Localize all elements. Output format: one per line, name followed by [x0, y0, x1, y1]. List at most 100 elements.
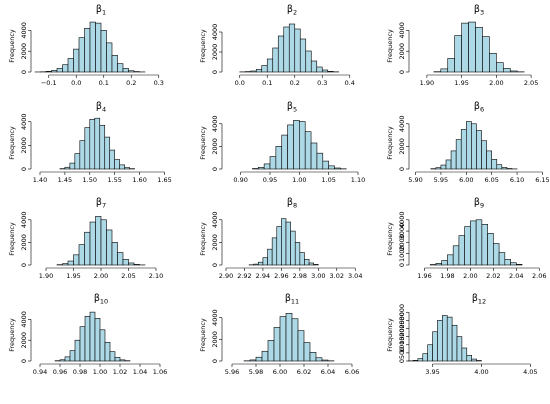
x-tick-label: 2.00 — [463, 272, 477, 280]
y-tick-label: 4000 — [211, 116, 219, 133]
y-tick-label: 4000 — [398, 22, 406, 39]
histogram-bar — [445, 159, 452, 170]
y-tick-label: 2000 — [398, 320, 406, 337]
histogram-bar — [277, 35, 285, 73]
histogram-bar — [99, 124, 106, 170]
x-tick-label: 1.10 — [351, 176, 365, 184]
histogram-panel-6: β6 5.90 5.95 6.00 6.05 6.10 6.15 0 2000 4000 Frequ… — [386, 101, 550, 184]
x-tick-label: 1.04 — [133, 368, 147, 376]
histogram-bar — [276, 226, 282, 266]
histogram-bar — [491, 159, 498, 170]
histogram-bar — [468, 21, 476, 73]
x-tick-label: 0.96 — [53, 368, 67, 376]
y-tick-label: 0 — [398, 359, 406, 363]
x-tick-label: 2.92 — [237, 272, 251, 280]
y-tick-label: 4000 — [211, 309, 219, 326]
x-tick-label: 2.02 — [486, 272, 500, 280]
panel-title-base: β — [472, 293, 478, 304]
x-tick-label: 0.90 — [233, 176, 247, 184]
x-tick-label: 0.98 — [73, 368, 87, 376]
histogram-bar — [303, 342, 311, 362]
histogram-bar — [328, 165, 335, 170]
histogram-bar — [288, 23, 296, 73]
y-tick-label: 4000 — [211, 212, 219, 229]
x-tick-label: 1.40 — [33, 176, 47, 184]
histogram-bar — [84, 28, 91, 73]
histogram-bar — [128, 70, 135, 73]
x-tick-label: 0.0 — [71, 79, 81, 87]
panel-title-subscript: 9 — [480, 202, 484, 210]
histogram-bar — [447, 254, 454, 266]
x-tick-label: 5.98 — [249, 368, 263, 376]
y-tick-label: 2000 — [20, 234, 28, 251]
histogram-bar — [128, 262, 135, 266]
x-tick-label: 3.95 — [425, 368, 439, 376]
y-tick-label: 2500 — [398, 312, 406, 329]
histogram-bar — [106, 42, 113, 73]
x-tick-label: 2.05 — [121, 272, 135, 280]
x-tick-label: 5.96 — [225, 368, 239, 376]
y-tick-label: 0 — [211, 263, 219, 267]
panel-title: β8 — [287, 197, 297, 210]
histogram-bar — [89, 119, 96, 170]
x-tick-label: 6.04 — [321, 368, 335, 376]
histogram-bar — [509, 70, 518, 73]
panel-title-base: β — [287, 101, 293, 112]
histogram-bar — [74, 339, 81, 362]
x-tick-label: 1.45 — [58, 176, 72, 184]
x-tick-label: 1.55 — [107, 176, 121, 184]
panel-title-base: β — [474, 197, 480, 208]
y-tick-label: 2000 — [20, 43, 28, 60]
histogram-bar — [290, 230, 296, 266]
panel-title: β10 — [94, 293, 108, 306]
histogram-bar — [294, 28, 301, 73]
histogram-bar — [304, 259, 310, 266]
y-tick-label: 0 — [211, 359, 219, 363]
panel-title-base: β — [474, 101, 480, 112]
histogram-bar — [417, 358, 424, 362]
histogram-bar — [64, 166, 71, 170]
x-tick-label: 2.10 — [149, 272, 163, 280]
histogram-bar — [435, 167, 442, 170]
panel-title: β3 — [474, 4, 484, 17]
histogram-bar — [447, 58, 455, 73]
y-tick-label: 1000 — [398, 336, 406, 353]
histogram-bar — [456, 336, 463, 362]
y-tick-label: 4000 — [398, 212, 406, 229]
histogram-bar — [297, 330, 305, 362]
histogram-bar — [476, 130, 482, 170]
histogram-bar — [435, 263, 442, 266]
histogram-bar — [100, 219, 107, 266]
histogram-bar — [78, 37, 85, 73]
panel-title: β1 — [96, 4, 106, 17]
histogram-bar — [481, 224, 488, 266]
histogram-bar — [299, 38, 307, 73]
y-tick-label: 4000 — [211, 24, 219, 41]
x-tick-label: 1.95 — [454, 79, 468, 87]
histogram-bar — [334, 167, 341, 170]
y-tick-label: 0 — [398, 167, 406, 171]
x-tick-label: 4.00 — [474, 368, 488, 376]
x-tick-label: 1.95 — [66, 272, 80, 280]
y-axis-label: Frequency — [199, 29, 207, 63]
histogram-panel-7: β7 1.90 1.95 2.00 2.05 2.10 0 2000 4000 Frequency — [8, 197, 163, 280]
histogram-bar — [281, 134, 288, 170]
panel-title: β4 — [96, 101, 106, 114]
y-tick-label: 2000 — [20, 332, 28, 349]
histogram-bar — [283, 26, 290, 73]
histogram-bar — [106, 229, 113, 266]
histogram-panel-5: β5 0.90 0.95 1.00 1.05 1.10 0 2000 4000 Frequency — [199, 101, 365, 184]
panel-title-base: β — [96, 197, 102, 208]
y-axis-label: Frequency — [386, 29, 394, 63]
histogram-bar — [271, 237, 278, 266]
x-tick-label: 0.4 — [345, 79, 355, 87]
histogram-bar — [496, 62, 504, 73]
histogram-bar — [427, 344, 433, 362]
x-tick-label: 6.00 — [273, 368, 287, 376]
x-tick-label: 1.65 — [157, 176, 171, 184]
histogram-bar — [471, 123, 477, 170]
histogram-bar — [486, 150, 492, 170]
histogram-panel-8: β8 2.90 2.92 2.94 2.96 2.98 3.00 3.02 3.04 0 2000 4… — [199, 197, 362, 280]
histogram-bar — [84, 127, 91, 170]
